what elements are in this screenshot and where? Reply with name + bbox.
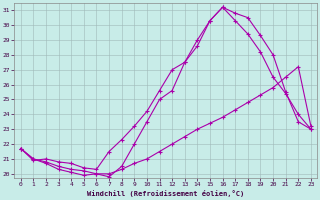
X-axis label: Windchill (Refroidissement éolien,°C): Windchill (Refroidissement éolien,°C) [87, 190, 244, 197]
